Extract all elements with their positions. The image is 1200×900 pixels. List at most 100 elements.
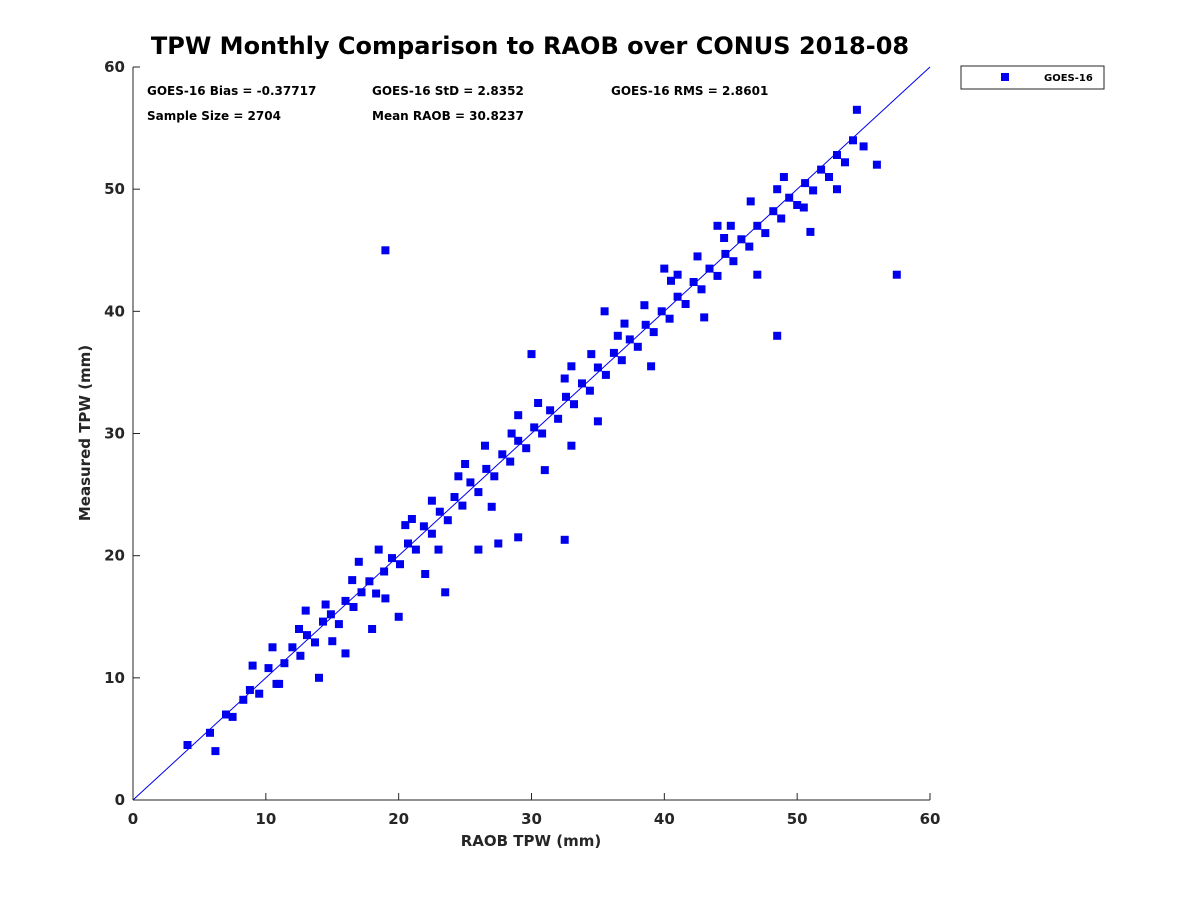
data-point — [600, 307, 609, 316]
legend: GOES-16 — [960, 65, 1105, 90]
data-point — [301, 606, 310, 615]
data-point — [280, 659, 289, 668]
y-tick-label: 10 — [104, 669, 125, 687]
stat-std: GOES-16 StD = 2.8352 — [372, 84, 524, 98]
legend-label: GOES-16 — [1044, 73, 1093, 84]
data-point — [593, 363, 602, 372]
x-tick-label: 10 — [255, 810, 276, 828]
data-point — [673, 270, 682, 279]
y-tick-label: 0 — [115, 791, 125, 809]
data-point — [859, 142, 868, 151]
data-point — [295, 625, 303, 633]
data-point — [609, 348, 618, 357]
data-point — [567, 362, 576, 371]
data-point — [705, 264, 714, 273]
data-point — [522, 444, 531, 453]
data-point — [665, 314, 674, 323]
data-point — [779, 173, 788, 181]
data-point — [450, 493, 459, 501]
data-point — [657, 307, 666, 316]
data-point — [587, 350, 596, 359]
data-point — [554, 414, 563, 423]
data-point — [540, 466, 549, 475]
stat-rms: GOES-16 RMS = 2.8601 — [611, 84, 768, 98]
data-point — [255, 689, 264, 698]
data-point — [401, 521, 410, 530]
data-point — [640, 301, 649, 310]
data-point — [514, 411, 523, 420]
data-point — [381, 246, 390, 255]
data-point — [726, 221, 735, 230]
stat-sample-size: Sample Size = 2704 — [147, 109, 281, 123]
data-point — [357, 588, 366, 597]
data-point — [507, 429, 516, 438]
data-point — [578, 379, 586, 388]
data-point — [753, 270, 762, 279]
data-point — [892, 270, 901, 279]
stat-mean-raob: Mean RAOB = 30.8237 — [372, 109, 524, 123]
data-point — [506, 457, 515, 466]
reference-line-group — [132, 66, 931, 801]
data-point — [799, 203, 808, 212]
data-point — [514, 436, 523, 445]
data-point — [534, 399, 543, 407]
data-point — [427, 529, 436, 538]
data-point — [693, 252, 702, 261]
data-point — [434, 545, 443, 554]
data-point — [601, 370, 610, 379]
data-point — [697, 285, 706, 294]
data-point — [817, 165, 826, 174]
data-point — [649, 328, 658, 337]
data-point — [474, 545, 483, 554]
data-point — [381, 594, 390, 603]
data-point — [487, 502, 496, 511]
data-point — [421, 570, 430, 578]
y-tick-label: 60 — [104, 58, 125, 76]
legend-marker — [1001, 73, 1009, 81]
data-point — [228, 712, 237, 721]
data-point — [334, 620, 343, 629]
x-tick-label: 30 — [521, 810, 542, 828]
data-point — [441, 588, 450, 597]
data-point — [419, 522, 428, 531]
data-point — [872, 160, 881, 169]
data-point — [689, 278, 698, 286]
data-point — [321, 600, 330, 609]
axis-ticks: 0 10 20 30 40 50 60 0 10 20 30 40 50 60 — [104, 58, 940, 828]
data-point — [458, 501, 467, 510]
data-point — [349, 603, 358, 611]
data-point — [633, 342, 642, 351]
data-point — [567, 441, 576, 450]
legend-box — [960, 65, 1105, 90]
y-tick-label: 40 — [104, 302, 125, 320]
data-point — [681, 300, 690, 308]
data-point — [852, 105, 861, 114]
data-point — [275, 679, 284, 688]
data-point — [328, 637, 337, 646]
data-point — [248, 661, 257, 670]
data-point — [341, 596, 350, 605]
data-point — [700, 313, 709, 322]
data-point — [833, 185, 841, 194]
data-point — [720, 234, 729, 242]
data-point — [546, 406, 555, 415]
data-point — [761, 229, 770, 238]
data-point — [785, 193, 794, 202]
data-point — [211, 747, 220, 756]
data-point — [443, 516, 452, 525]
x-axis-label: RAOB TPW (mm) — [461, 832, 602, 850]
data-point — [365, 577, 374, 586]
data-point — [354, 557, 363, 566]
y-tick-label: 20 — [104, 547, 125, 565]
data-point — [673, 292, 682, 301]
x-tick-label: 20 — [388, 810, 409, 828]
data-point — [288, 643, 297, 652]
data-point — [245, 686, 254, 694]
data-point — [268, 643, 277, 652]
data-point — [570, 400, 578, 409]
data-point — [773, 185, 782, 194]
data-point — [407, 515, 416, 523]
data-point — [530, 423, 539, 432]
data-point — [713, 271, 722, 280]
data-point — [560, 374, 569, 383]
